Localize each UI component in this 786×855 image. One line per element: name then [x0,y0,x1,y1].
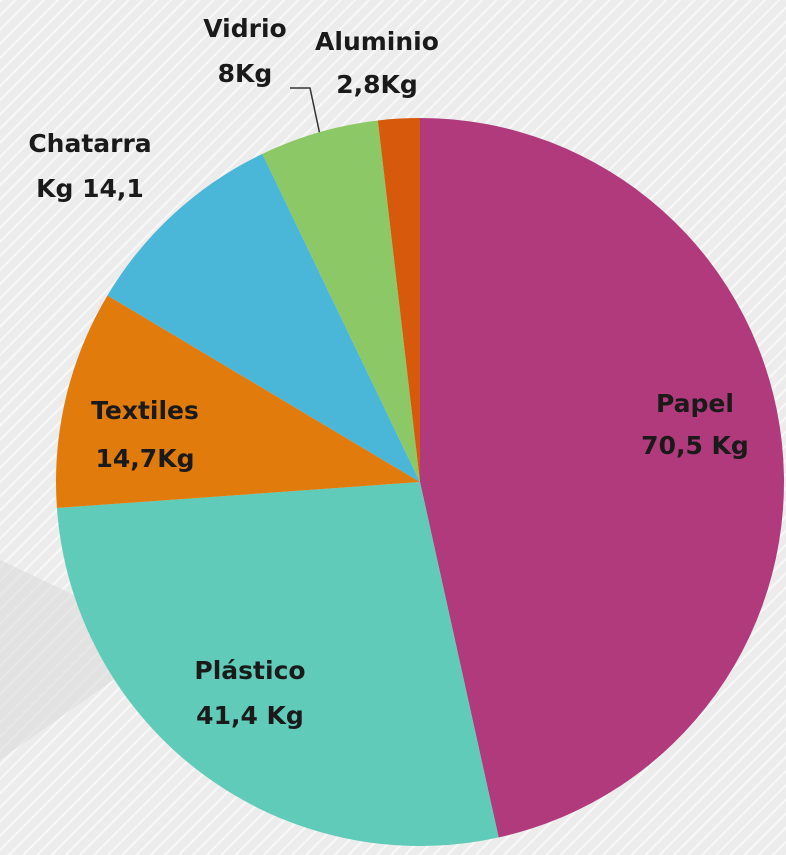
decor [0,560,170,760]
pie-slice [107,153,420,482]
slice-category-label: Papel [656,389,734,418]
slice-value-label: 8Kg [218,59,273,88]
pie-slice [262,120,420,482]
slice-value-label: 70,5 Kg [641,431,749,460]
slice-category-label: Plástico [194,656,305,685]
slice-value-label: 41,4 Kg [196,701,304,730]
slice-value-label: 14,7Kg [96,444,195,473]
pie-slice [420,118,784,838]
pie-slice [56,482,499,846]
pie-slice [56,295,420,509]
slice-value-label: 2,8Kg [336,70,418,99]
slice-category-label: Textiles [91,396,199,425]
slice-category-label: Chatarra [28,129,151,158]
slice-category-label: Vidrio [203,14,286,43]
slice-value-label: Kg 14,1 [36,174,144,203]
slice-category-label: Aluminio [315,27,439,56]
pie-slice [377,118,420,482]
leader-line [290,87,321,136]
